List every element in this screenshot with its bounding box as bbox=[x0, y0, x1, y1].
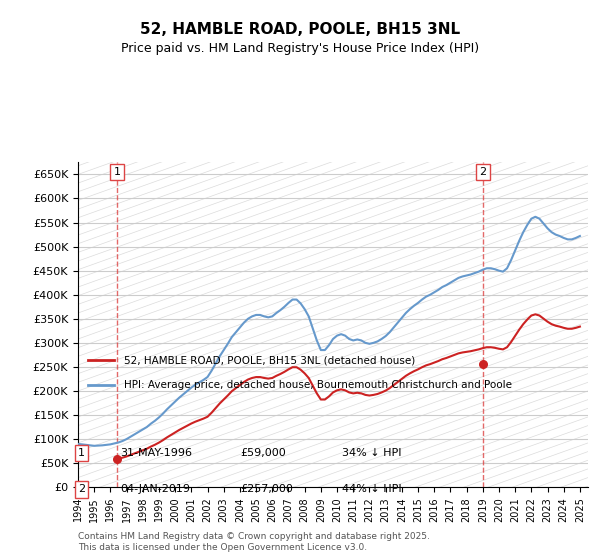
Text: 52, HAMBLE ROAD, POOLE, BH15 3NL: 52, HAMBLE ROAD, POOLE, BH15 3NL bbox=[140, 22, 460, 38]
Text: HPI: Average price, detached house, Bournemouth Christchurch and Poole: HPI: Average price, detached house, Bour… bbox=[124, 380, 512, 390]
Point bbox=[112, 454, 122, 463]
Text: £59,000: £59,000 bbox=[240, 448, 286, 458]
Text: 2: 2 bbox=[479, 167, 487, 177]
Text: 44% ↓ HPI: 44% ↓ HPI bbox=[342, 484, 401, 494]
Text: Contains HM Land Registry data © Crown copyright and database right 2025.
This d: Contains HM Land Registry data © Crown c… bbox=[78, 532, 430, 552]
Point bbox=[478, 359, 488, 368]
Text: 34% ↓ HPI: 34% ↓ HPI bbox=[342, 448, 401, 458]
Text: £257,000: £257,000 bbox=[240, 484, 293, 494]
Text: 1: 1 bbox=[78, 448, 85, 458]
Text: 1: 1 bbox=[113, 167, 121, 177]
Text: Price paid vs. HM Land Registry's House Price Index (HPI): Price paid vs. HM Land Registry's House … bbox=[121, 42, 479, 55]
Text: 04-JAN-2019: 04-JAN-2019 bbox=[120, 484, 190, 494]
Text: 31-MAY-1996: 31-MAY-1996 bbox=[120, 448, 192, 458]
Text: 52, HAMBLE ROAD, POOLE, BH15 3NL (detached house): 52, HAMBLE ROAD, POOLE, BH15 3NL (detach… bbox=[124, 355, 415, 365]
Text: 2: 2 bbox=[78, 484, 85, 494]
